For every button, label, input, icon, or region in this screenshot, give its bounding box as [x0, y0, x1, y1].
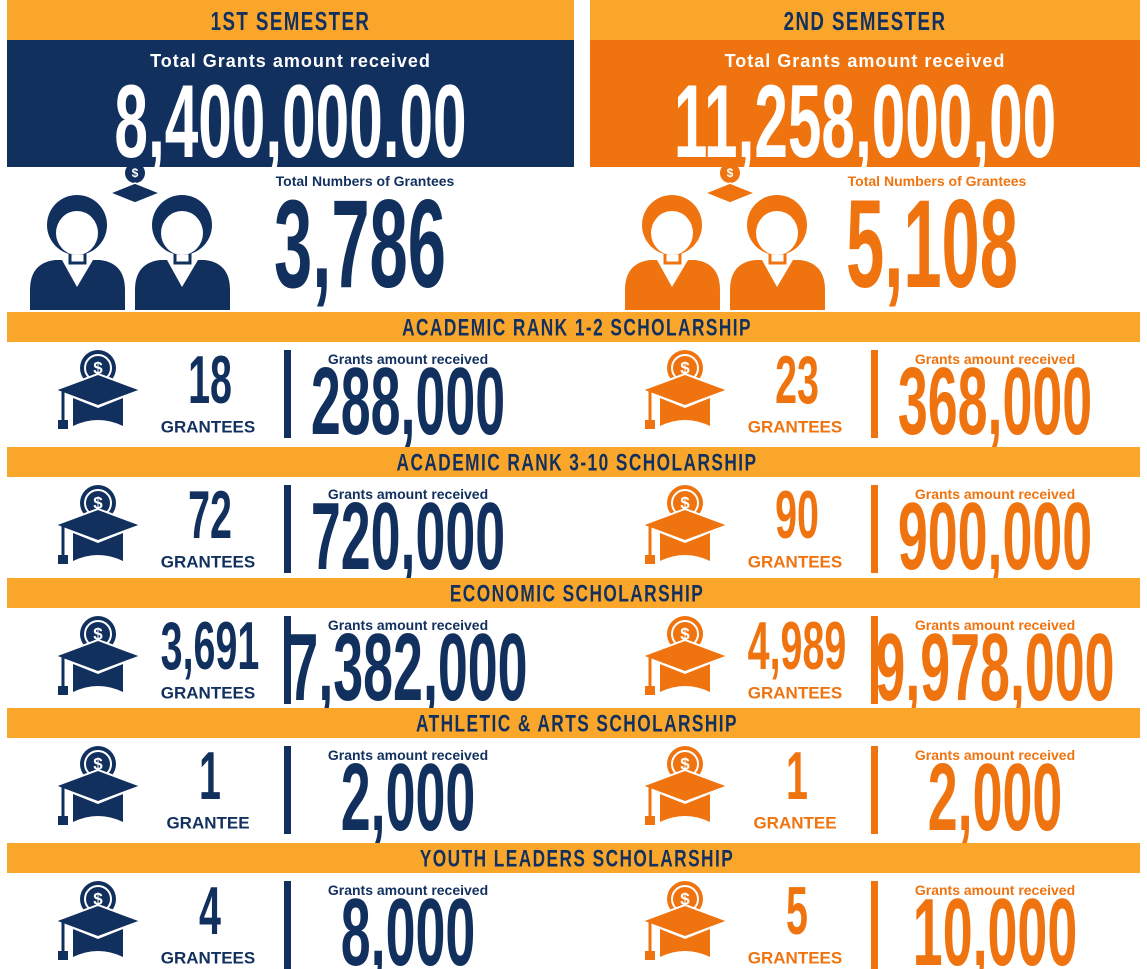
grantee-unit: GRANTEES — [161, 418, 255, 437]
amount: 368,000 — [898, 349, 1092, 455]
amount: 10,000 — [913, 880, 1077, 969]
grad-cap-icon: $ — [55, 616, 141, 695]
grantee-unit: GRANTEES — [161, 949, 255, 968]
amount: 2,000 — [928, 745, 1063, 851]
grantee-count: 90 — [775, 477, 819, 553]
grad-cap-icon: $ — [55, 881, 141, 960]
amount: 900,000 — [898, 484, 1092, 590]
divider — [871, 350, 878, 438]
cap-board — [55, 905, 141, 937]
amount: 720,000 — [311, 484, 505, 590]
tassel-end — [58, 555, 68, 564]
tassel-end — [58, 951, 68, 960]
tassel-end — [645, 951, 655, 960]
divider — [871, 485, 878, 573]
grantees-total: 5,108 — [846, 176, 1018, 315]
grantee-unit: GRANTEES — [748, 553, 842, 572]
tassel-end — [58, 686, 68, 695]
tassel-end — [645, 555, 655, 564]
divider — [284, 746, 291, 834]
grantee-count: 1 — [199, 738, 221, 814]
grad-cap-icon: $ — [55, 746, 141, 825]
grantee-count: 5 — [786, 873, 808, 949]
grantee-unit: GRANTEES — [748, 949, 842, 968]
divider — [871, 746, 878, 834]
scholarship-title: ECONOMIC SCHOLARSHIP — [450, 581, 704, 607]
grad-cap-icon: $ — [55, 350, 141, 429]
grantee-count: 4,989 — [748, 608, 847, 684]
scholarship-title: YOUTH LEADERS SCHOLARSHIP — [420, 846, 734, 872]
semester-header: 2ND SEMESTER — [784, 6, 947, 36]
divider — [284, 881, 291, 969]
tassel-end — [58, 816, 68, 825]
amount: 288,000 — [311, 349, 505, 455]
amount: 9,978,000 — [875, 615, 1114, 721]
scholarship-title: ACADEMIC RANK 1-2 SCHOLARSHIP — [402, 315, 752, 341]
divider — [871, 881, 878, 969]
grad-cap-icon: $ — [642, 746, 728, 825]
amount: 8,000 — [341, 880, 476, 969]
tassel-end — [645, 420, 655, 429]
total-amount: 11,258,000,00 — [674, 64, 1056, 180]
grantee-unit: GRANTEE — [166, 814, 249, 833]
grad-cap-icon: $ — [55, 485, 141, 564]
coin-symbol: $ — [132, 166, 139, 180]
amount: 2,000 — [341, 745, 476, 851]
grantees-icon: $ — [30, 163, 230, 310]
grantees-icon: $ — [625, 163, 825, 310]
grantee-unit: GRANTEES — [748, 418, 842, 437]
grad-cap-icon: $ — [642, 350, 728, 429]
grad-cap-icon: $ — [642, 485, 728, 564]
cap-board — [642, 770, 728, 802]
cap-board — [642, 640, 728, 672]
tassel-end — [645, 686, 655, 695]
tassel-end — [645, 816, 655, 825]
cap-board — [55, 374, 141, 406]
grantee-count: 18 — [188, 342, 232, 418]
scholarship-title: ATHLETIC & ARTS SCHOLARSHIP — [416, 711, 738, 737]
cap-board — [55, 509, 141, 541]
grantee-count: 23 — [775, 342, 819, 418]
grantee-count: 72 — [188, 477, 232, 553]
grad-cap-icon: $ — [642, 881, 728, 960]
face — [161, 211, 203, 255]
cap-board — [705, 183, 755, 203]
tassel-end — [58, 420, 68, 429]
divider — [284, 350, 291, 438]
face — [56, 211, 98, 255]
coin-symbol: $ — [727, 166, 734, 180]
divider — [284, 485, 291, 573]
grantees-total: 3,786 — [274, 176, 446, 315]
cap-board — [55, 640, 141, 672]
grantee-unit: GRANTEE — [753, 814, 836, 833]
cap-board — [110, 183, 160, 203]
grantee-count: 1 — [786, 738, 808, 814]
cap-board — [55, 770, 141, 802]
cap-board — [642, 509, 728, 541]
grantee-unit: GRANTEES — [161, 553, 255, 572]
grantee-unit: GRANTEES — [748, 684, 842, 703]
face — [651, 211, 693, 255]
scholarship-title: ACADEMIC RANK 3-10 SCHOLARSHIP — [397, 450, 758, 476]
page: 1ST SEMESTERTotal Grants amount received… — [0, 0, 1147, 969]
grad-cap-icon: $ — [642, 616, 728, 695]
infographic: 1ST SEMESTERTotal Grants amount received… — [0, 0, 1147, 969]
grantee-count: 4 — [199, 873, 221, 949]
semester-header: 1ST SEMESTER — [211, 6, 371, 36]
grantee-unit: GRANTEES — [161, 684, 255, 703]
amount: 7,382,000 — [288, 615, 527, 721]
face — [756, 211, 798, 255]
grantee-count: 3,691 — [161, 608, 260, 684]
total-amount: 8,400,000.00 — [114, 64, 466, 180]
cap-board — [642, 905, 728, 937]
cap-board — [642, 374, 728, 406]
